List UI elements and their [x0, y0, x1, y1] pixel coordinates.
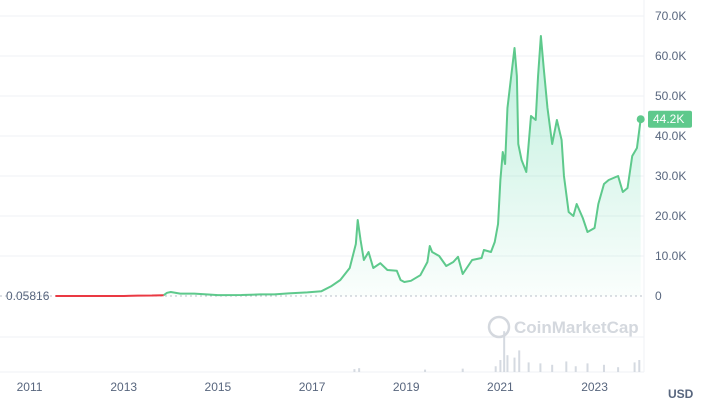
x-tick-label: 2011 — [17, 380, 43, 394]
volume-bar — [565, 361, 568, 372]
watermark-text: CoinMarketCap — [514, 318, 639, 337]
volume-bar — [503, 331, 506, 372]
volume-bar — [602, 364, 605, 372]
y-tick-label: 70.0K — [655, 9, 686, 23]
y-tick-label: 0 — [655, 289, 662, 303]
y-tick-label: 60.0K — [655, 49, 686, 63]
x-axis: 2011 2013 2015 2017 2019 2021 2023 — [17, 380, 609, 394]
start-value-label: 0.05816 — [6, 289, 50, 303]
volume-bar — [638, 360, 641, 372]
x-tick-label: 2023 — [581, 380, 608, 394]
price-line — [55, 35, 642, 297]
volume-bar — [539, 363, 542, 372]
current-price-badge[interactable]: 44.2K — [636, 110, 692, 128]
watermark: CoinMarketCap — [487, 315, 639, 339]
volume-bars — [353, 331, 641, 372]
x-tick-label: 2013 — [110, 380, 137, 394]
price-line-below-start — [55, 294, 164, 297]
y-tick-label: 10.0K — [655, 249, 686, 263]
y-tick-label: 40.0K — [655, 129, 686, 143]
currency-label: USD — [668, 387, 694, 401]
x-tick-label: 2017 — [299, 380, 326, 394]
y-tick-label: 30.0K — [655, 169, 686, 183]
coinmarketcap-logo-icon — [487, 315, 511, 339]
volume-bar — [518, 350, 521, 372]
current-price-tag — [648, 110, 692, 128]
volume-bar — [633, 362, 636, 372]
volume-bar — [617, 367, 620, 372]
area-fill — [55, 36, 641, 296]
price-area — [55, 36, 641, 296]
volume-bar — [506, 355, 509, 372]
y-tick-label: 50.0K — [655, 89, 686, 103]
volume-bar — [353, 369, 356, 372]
current-price-dot — [636, 115, 645, 124]
y-axis: 0 10.0K 20.0K 30.0K 40.0K 50.0K 60.0K 70.0K — [655, 9, 686, 303]
y-tick-label: 20.0K — [655, 209, 686, 223]
price-line-above-start — [163, 35, 642, 297]
x-tick-label: 2021 — [487, 380, 514, 394]
volume-bar — [513, 357, 516, 372]
volume-bar — [494, 366, 497, 372]
volume-bar — [499, 360, 502, 372]
volume-bar — [527, 362, 530, 372]
volume-bar — [551, 364, 554, 372]
volume-bar — [424, 369, 427, 372]
x-tick-label: 2019 — [393, 380, 420, 394]
x-tick-label: 2015 — [205, 380, 232, 394]
volume-bar — [586, 363, 589, 372]
current-price-text: 44.2K — [653, 112, 684, 126]
volume-bar — [574, 366, 577, 372]
volume-bar — [461, 368, 464, 372]
volume-bar — [358, 368, 361, 372]
